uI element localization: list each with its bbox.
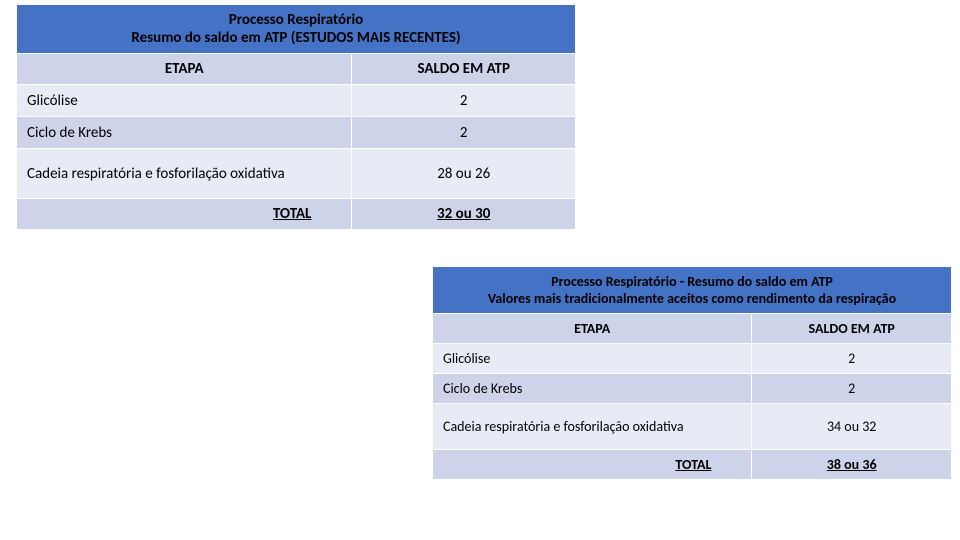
table2-title-row: Processo Respiratório - Resumo do saldo … xyxy=(433,267,952,314)
table2-header-etapa: ETAPA xyxy=(433,314,752,344)
table1-title-line2: Resumo do saldo em ATP (ESTUDOS MAIS REC… xyxy=(25,29,567,47)
table1-header-saldo: SALDO EM ATP xyxy=(352,54,576,85)
table-row: Cadeia respiratória e fosforilação oxida… xyxy=(433,404,952,450)
table2-r2-val: 34 ou 32 xyxy=(752,404,952,450)
table-row: Glicólise 2 xyxy=(433,344,952,374)
table1-r1-val: 2 xyxy=(352,117,576,149)
table2-title-line2: Valores mais tradicionalmente aceitos co… xyxy=(441,290,943,307)
table2-r2-label: Cadeia respiratória e fosforilação oxida… xyxy=(433,404,752,450)
table-row: Ciclo de Krebs 2 xyxy=(17,117,576,149)
table2-title-cell: Processo Respiratório - Resumo do saldo … xyxy=(433,267,952,314)
table2-header-row: ETAPA SALDO EM ATP xyxy=(433,314,952,344)
table-row: Cadeia respiratória e fosforilação oxida… xyxy=(17,149,576,199)
table-row: Glicólise 2 xyxy=(17,85,576,117)
table1-r0-val: 2 xyxy=(352,85,576,117)
table1-title-row: Processo Respiratório Resumo do saldo em… xyxy=(17,5,576,54)
table1-total-val: 32 ou 30 xyxy=(352,199,576,230)
table2-header-saldo: SALDO EM ATP xyxy=(752,314,952,344)
table1-r0-label: Glicólise xyxy=(17,85,352,117)
table1-title-cell: Processo Respiratório Resumo do saldo em… xyxy=(17,5,576,54)
table2-r0-label: Glicólise xyxy=(433,344,752,374)
table2-r0-val: 2 xyxy=(752,344,952,374)
table1-header-row: ETAPA SALDO EM ATP xyxy=(17,54,576,85)
table1-r2-val: 28 ou 26 xyxy=(352,149,576,199)
table1-r2-label: Cadeia respiratória e fosforilação oxida… xyxy=(17,149,352,199)
table2-total-row: TOTAL 38 ou 36 xyxy=(433,450,952,480)
table2-title-line1: Processo Respiratório - Resumo do saldo … xyxy=(441,273,943,290)
table2-total-label: TOTAL xyxy=(433,450,752,480)
table2-total-val: 38 ou 36 xyxy=(752,450,952,480)
table1-r1-label: Ciclo de Krebs xyxy=(17,117,352,149)
table-recent-studies: Processo Respiratório Resumo do saldo em… xyxy=(16,4,576,230)
table2-r1-label: Ciclo de Krebs xyxy=(433,374,752,404)
table1-title-line1: Processo Respiratório xyxy=(25,11,567,29)
table-traditional-values: Processo Respiratório - Resumo do saldo … xyxy=(432,266,952,480)
table1-total-label: TOTAL xyxy=(17,199,352,230)
table2-r1-val: 2 xyxy=(752,374,952,404)
table1-total-row: TOTAL 32 ou 30 xyxy=(17,199,576,230)
table-row: Ciclo de Krebs 2 xyxy=(433,374,952,404)
table1-header-etapa: ETAPA xyxy=(17,54,352,85)
